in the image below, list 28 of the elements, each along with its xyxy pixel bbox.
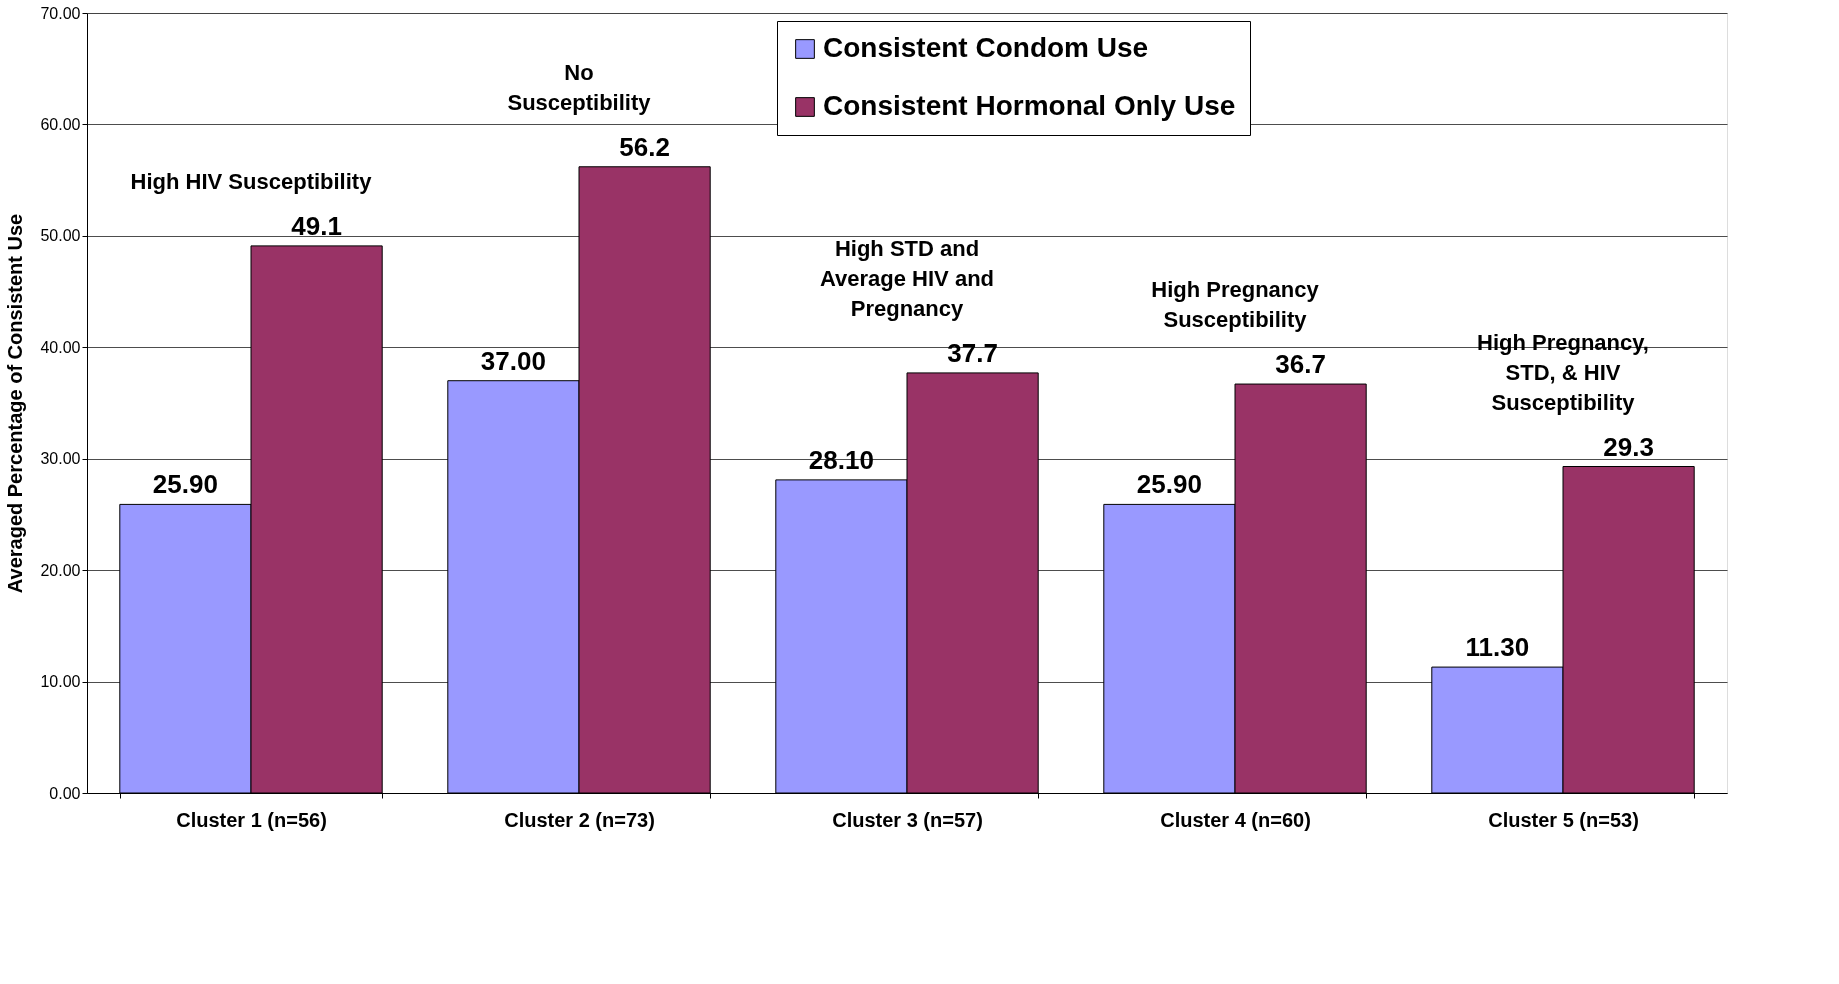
data-label: 56.2 (619, 131, 670, 162)
y-tick-label: 40.00 (40, 338, 81, 356)
annotation: No Susceptibility (507, 59, 652, 115)
data-label: 11.30 (1465, 632, 1530, 663)
x-tick-label: Cluster 2 (n=73) (504, 808, 655, 831)
x-tick-label: Cluster 5 (n=53) (1488, 808, 1639, 831)
data-label: 29.3 (1603, 431, 1654, 462)
legend-label: Consistent Condom Use (823, 32, 1149, 63)
x-tick-label: Cluster 1 (n=56) (176, 808, 327, 831)
data-label: 37.00 (480, 345, 546, 376)
legend-label: Consistent Hormonal Only Use (823, 90, 1236, 121)
data-label: 25.90 (152, 469, 218, 500)
y-tick-label: 0.00 (49, 784, 81, 802)
data-label: 25.90 (1136, 469, 1202, 500)
y-tick-label: 70.00 (40, 4, 81, 22)
annotation: High Pregnancy Susceptibility (1151, 277, 1320, 333)
x-tick-label: Cluster 3 (n=57) (832, 808, 983, 831)
y-tick-label: 20.00 (40, 561, 81, 579)
y-tick-label: 50.00 (40, 227, 81, 245)
y-tick-label: 60.00 (40, 115, 81, 133)
y-tick-label: 30.00 (40, 450, 81, 468)
x-tick-label: Cluster 4 (n=60) (1160, 808, 1311, 831)
data-label: 49.1 (291, 210, 342, 241)
annotation: High HIV Susceptibility (130, 168, 373, 194)
y-tick-label: 10.00 (40, 673, 81, 691)
data-label: 36.7 (1275, 349, 1326, 380)
y-axis-title: Averaged Percentage of Consistent Use (4, 213, 27, 594)
annotation: High STD and Average HIV and Pregnancy (819, 235, 995, 321)
